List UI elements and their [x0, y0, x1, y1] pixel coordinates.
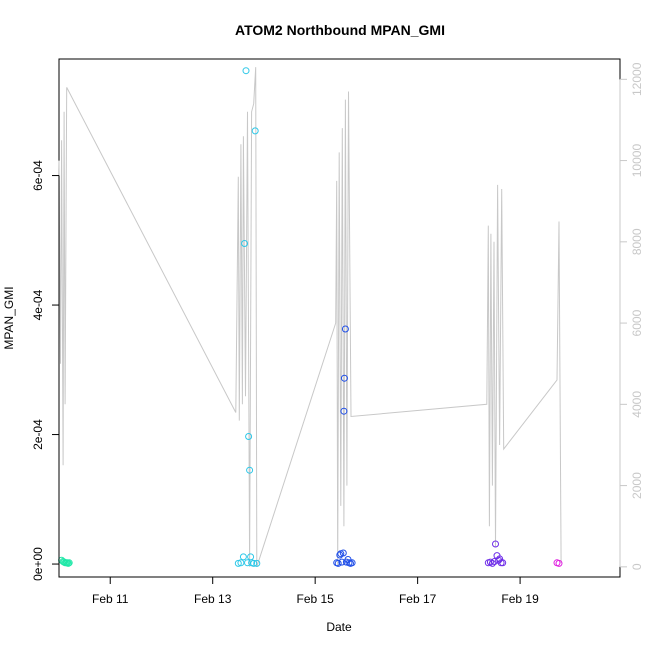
y2-tick-label: 4000 — [630, 391, 644, 418]
x-tick-label: Feb 19 — [501, 592, 539, 606]
data-point — [241, 240, 248, 247]
y-tick-label: 2e-04 — [31, 419, 45, 450]
data-point — [247, 553, 255, 561]
y2-tick-label: 8000 — [630, 228, 644, 255]
y2-tick-label: 12000 — [630, 62, 644, 96]
data-point — [348, 559, 356, 567]
y2-tick-label: 2000 — [630, 472, 644, 499]
data-point — [555, 559, 563, 567]
y2-tick-label: 0 — [630, 563, 644, 570]
data-point — [251, 127, 259, 135]
x-tick-label: Feb 17 — [399, 592, 437, 606]
data-point — [340, 374, 348, 382]
data-point — [341, 325, 349, 333]
data-point — [65, 559, 73, 567]
data-point — [488, 559, 496, 567]
x-axis-label: Date — [326, 620, 352, 634]
data-point — [492, 540, 499, 548]
data-point — [234, 559, 242, 567]
data-point — [339, 549, 347, 557]
y2-axis: 0 2000 4000 6000 8000 10000 12000 — [619, 62, 644, 570]
x-tick-label: Feb 13 — [194, 592, 232, 606]
y2-tick-label: 10000 — [630, 144, 644, 178]
y-tick-label: 6e-04 — [31, 160, 45, 191]
data-point — [242, 67, 250, 75]
y-tick-label: 0e+00 — [31, 547, 45, 581]
data-point — [253, 559, 261, 567]
data-point — [499, 559, 507, 567]
data-point — [250, 559, 258, 567]
chart-title: ATOM2 Northbound MPAN_GMI — [235, 22, 445, 38]
secondary-series-line — [58, 67, 562, 567]
points-layer — [58, 67, 563, 567]
data-point — [486, 558, 494, 566]
x-tick-label: Feb 11 — [92, 592, 129, 606]
y-tick-label: 4e-04 — [31, 289, 45, 320]
data-point — [246, 466, 254, 474]
x-axis: Feb 11 Feb 13 Feb 15 Feb 17 Feb 19 — [92, 576, 539, 606]
data-point — [338, 558, 346, 566]
data-point — [340, 407, 348, 415]
data-point — [336, 551, 344, 559]
y2-tick-label: 6000 — [630, 309, 644, 336]
y-axis-label: MPAN_GMI — [2, 286, 16, 349]
data-point — [334, 559, 342, 567]
data-point — [245, 433, 253, 440]
y-axis: 0e+00 2e-04 4e-04 6e-04 — [31, 160, 60, 581]
data-point — [239, 553, 247, 561]
x-tick-label: Feb 15 — [296, 592, 334, 606]
secondary-line-layer — [58, 67, 562, 567]
data-point — [237, 559, 245, 567]
